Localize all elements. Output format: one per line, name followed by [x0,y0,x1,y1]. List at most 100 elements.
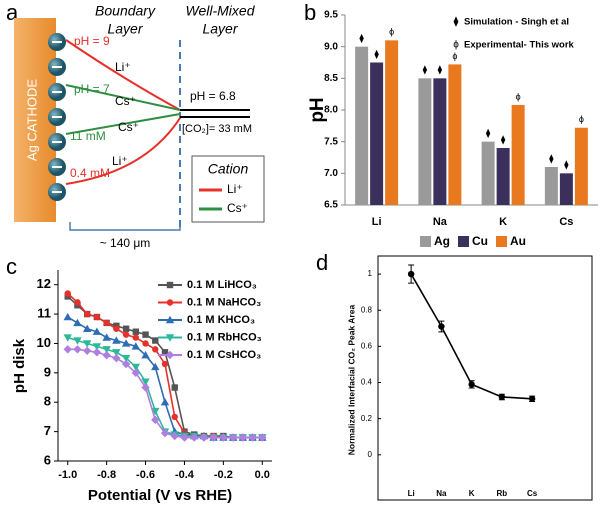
data-point [161,360,169,368]
bar-marker: ϕ [516,91,521,101]
data-point [248,433,257,442]
x-tick-label: -0.2 [214,469,233,481]
bar-marker: ϕ [579,114,584,124]
data-point [160,398,170,406]
data-point [468,381,475,388]
data-point [121,354,131,363]
header: Boundary [95,3,156,19]
y-tick-label: 7.0 [324,168,338,179]
bar [559,173,573,205]
data-point [102,333,111,341]
data-point [73,337,82,345]
cathode-label: Ag CATHODE [24,79,39,161]
bar-marker: ⧫ [564,160,569,171]
x-tick-label: -0.4 [175,469,195,481]
data-point [152,337,159,344]
legend-label: 0.1 M KHCO₃ [187,314,255,326]
legend-marker [165,350,175,360]
bar-marker: ⧫ [359,33,364,44]
x-tick-label: K [499,216,507,228]
label: pH = 9 [74,34,110,48]
data-point [142,331,149,338]
bar [574,127,588,205]
data-point [102,351,111,360]
bar [544,167,558,205]
y-tick-label: 9.5 [324,10,338,21]
data-point [141,383,150,392]
data-point [103,319,110,327]
legend-label: 0.1 M CsHCO₃ [187,349,261,361]
data-point [74,299,81,306]
data-point [209,433,218,442]
data-point [73,318,82,327]
y-tick-label: 0.2 [361,414,373,423]
y-tick-label: 8 [44,394,51,409]
header: Layer [107,21,143,37]
x-tick-label: 0.0 [255,469,270,481]
legend-label: 0.1 M RbHCO₃ [187,331,262,343]
x-tick-label: Na [436,489,447,498]
panel-label: d [316,250,328,275]
data-point [82,324,92,332]
x-tick-label: -0.6 [136,469,155,481]
bar-marker: ⧫ [501,134,506,145]
label: Li⁺ [115,60,131,74]
data-point [64,290,71,297]
profile-line [65,117,181,185]
panel-label: b [304,0,316,25]
data-point [63,334,72,342]
x-tick-label: -0.8 [97,469,116,481]
data-point [151,407,160,416]
bar [355,46,369,205]
bar-marker: ⧫ [549,153,554,164]
data-point [63,345,72,354]
y-tick-label: 1 [368,269,373,278]
data-point [82,340,92,348]
note-text: Simulation - Singh et al [464,17,569,28]
y-tick-label: 0 [368,450,373,459]
panel-label: c [6,254,17,279]
data-point [73,345,82,354]
label: Cs⁺ [118,120,139,134]
legend-marker [165,334,175,342]
data-point [160,428,170,438]
profile-line [65,113,181,135]
data-point [63,312,72,321]
x-tick-label: Li [408,489,415,498]
plot-frame [377,255,593,501]
legend-label: Cu [472,234,488,248]
axis-title: pH [307,97,328,122]
data-point [228,433,238,442]
legend-title: Cation [208,161,249,177]
bar-marker: ϕ [452,51,457,61]
series-line [410,273,533,400]
bar [370,62,384,205]
legend-label: Cs⁺ [227,201,248,215]
bracket [69,222,181,231]
label: 11 mM [70,129,106,143]
data-point [132,328,140,335]
data-point [131,363,141,372]
data-point [92,327,102,335]
data-point [102,346,111,354]
data-point [83,310,91,318]
label: [CO₂]= 33 mM [182,123,252,135]
data-point [141,351,150,359]
label: Li⁺ [112,154,128,168]
bar [481,141,495,205]
data-point [258,433,267,442]
bar [448,64,462,206]
data-point [92,348,102,357]
legend-label: 0.1 M NaHCO₃ [187,296,261,308]
bar-marker: ⧫ [423,65,428,76]
axis-title: Potential (V vs RHE) [88,487,232,504]
data-point [131,342,141,350]
y-tick-label: 9.0 [324,41,338,52]
y-tick-label: 9 [44,364,51,379]
data-point [121,359,131,369]
note-symbol: ⧫ [454,16,459,28]
x-tick-label: Cs [527,489,538,498]
legend-swatch [420,236,431,247]
label: pH = 7 [74,82,110,96]
